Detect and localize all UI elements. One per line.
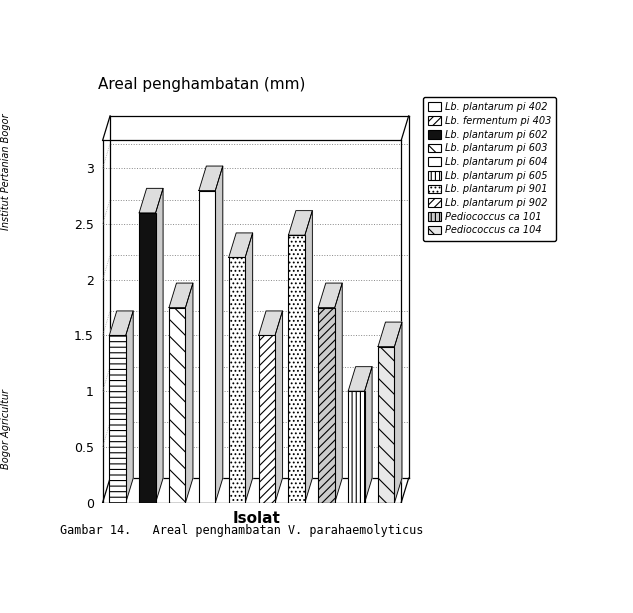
Polygon shape — [275, 311, 282, 503]
Polygon shape — [169, 283, 193, 308]
X-axis label: Isolat: Isolat — [232, 511, 280, 526]
Polygon shape — [245, 233, 253, 503]
Polygon shape — [229, 233, 253, 257]
Polygon shape — [215, 166, 223, 503]
Polygon shape — [126, 311, 133, 503]
Polygon shape — [185, 283, 193, 503]
Polygon shape — [318, 283, 342, 308]
Polygon shape — [199, 166, 223, 191]
Text: Bogor Agricultur: Bogor Agricultur — [1, 389, 11, 469]
Legend: Lb. plantarum pi 402, Lb. fermentum pi 403, Lb. plantarum pi 602, Lb. plantarum : Lb. plantarum pi 402, Lb. fermentum pi 4… — [423, 97, 556, 241]
Bar — [110, 335, 126, 503]
Bar — [139, 213, 156, 503]
Polygon shape — [365, 367, 372, 503]
Polygon shape — [305, 211, 312, 503]
Text: Institut Pertanian Bogor: Institut Pertanian Bogor — [1, 113, 11, 230]
Bar — [318, 308, 335, 503]
Polygon shape — [394, 322, 402, 503]
Bar — [259, 335, 275, 503]
Bar — [348, 391, 365, 503]
Polygon shape — [378, 322, 402, 346]
Polygon shape — [110, 311, 133, 335]
Text: Areal penghambatan (mm): Areal penghambatan (mm) — [98, 77, 306, 92]
Polygon shape — [259, 311, 282, 335]
Polygon shape — [335, 283, 342, 503]
Text: Gambar 14.   Areal penghambatan V. parahaemolyticus: Gambar 14. Areal penghambatan V. parahae… — [60, 524, 423, 537]
Polygon shape — [289, 211, 312, 235]
Polygon shape — [348, 367, 372, 391]
Bar — [378, 346, 394, 503]
Bar — [289, 235, 305, 503]
Bar — [169, 308, 185, 503]
Polygon shape — [156, 188, 163, 503]
Bar — [229, 257, 245, 503]
Polygon shape — [139, 188, 163, 213]
Bar — [199, 191, 215, 503]
